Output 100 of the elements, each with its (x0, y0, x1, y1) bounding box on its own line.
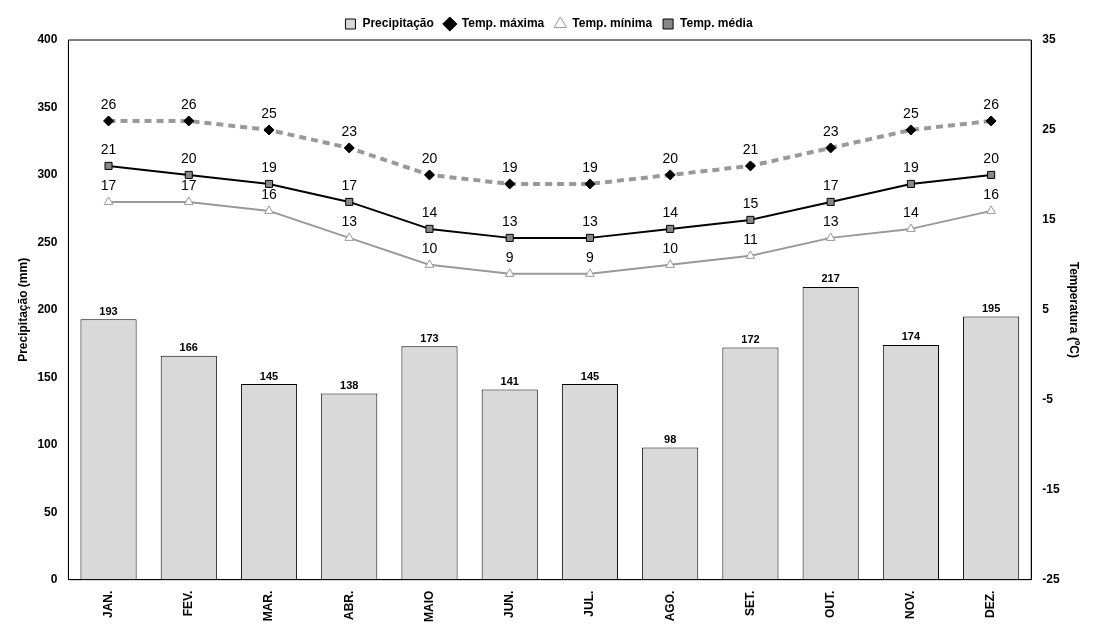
data-label: 21 (100, 140, 117, 157)
y2-tick-label: 35 (1042, 32, 1056, 47)
point (746, 215, 755, 224)
data-label: 10 (421, 239, 438, 256)
point (184, 170, 193, 179)
y-tick-label: 400 (37, 32, 58, 47)
data-label: 17 (341, 176, 358, 193)
data-label: 16 (983, 185, 1000, 202)
point (745, 250, 756, 259)
data-label: 20 (983, 149, 1000, 166)
data-label: 25 (903, 104, 919, 121)
point (103, 196, 114, 205)
data-label: 10 (662, 239, 679, 256)
y2-tick-label: 5 (1042, 302, 1050, 317)
data-label: 26 (180, 95, 197, 112)
y2-tick-label: -15 (1042, 482, 1060, 497)
point (183, 196, 194, 205)
point (264, 179, 274, 188)
data-label: 19 (903, 158, 919, 175)
y-tick-label: 0 (50, 571, 58, 586)
data-label: 17 (100, 176, 117, 193)
point (826, 197, 835, 206)
data-label: 14 (903, 203, 919, 220)
y2-axis-title: Temperatura (ºC) (1067, 261, 1082, 358)
point (906, 223, 916, 232)
y-axis-title: Precipitação (mm) (15, 257, 30, 362)
data-label: 14 (421, 203, 438, 220)
data-label: 19 (261, 158, 278, 175)
x-tick-label: OUT. (822, 590, 837, 619)
x-tick-label: AGO. (662, 590, 677, 622)
legend-label: Temp. mínima (572, 16, 653, 31)
data-label: 193 (99, 304, 118, 317)
data-label: 16 (261, 185, 278, 202)
data-label: 9 (505, 248, 514, 265)
point (665, 259, 676, 268)
point (264, 205, 274, 214)
data-label: 26 (983, 95, 1000, 112)
point (424, 259, 435, 268)
data-label: 26 (100, 95, 117, 112)
x-tick-label: SET. (742, 590, 757, 617)
data-label: 17 (180, 176, 197, 193)
data-label: 98 (664, 432, 677, 445)
data-label: 145 (580, 369, 600, 382)
x-tick-label: DEZ. (983, 590, 998, 619)
data-label: 13 (501, 212, 518, 229)
data-label: 145 (259, 369, 279, 382)
y-tick-label: 150 (37, 369, 58, 384)
data-label: 9 (586, 248, 595, 265)
point (666, 224, 675, 233)
data-label: 20 (662, 149, 679, 166)
point (585, 268, 595, 277)
point (104, 161, 113, 170)
data-label: 14 (662, 203, 679, 220)
data-label: 173 (420, 331, 439, 344)
point (345, 197, 354, 206)
point (504, 268, 515, 277)
x-tick-label: JUL. (582, 590, 597, 617)
y2-tick-label: -5 (1042, 392, 1054, 407)
x-tick-label: NOV. (903, 590, 918, 619)
data-label: 174 (901, 330, 921, 343)
x-tick-label: ABR. (341, 590, 356, 621)
data-label: 17 (822, 176, 839, 193)
point (825, 232, 836, 241)
y-tick-label: 300 (37, 167, 58, 182)
legend-label: Temp. máxima (461, 16, 545, 31)
point (906, 179, 915, 188)
x-tick-label: MAIO (421, 590, 436, 623)
x-tick-label: JAN. (100, 590, 115, 619)
data-label: 13 (341, 212, 358, 229)
point (425, 224, 434, 233)
x-tick-label: FEV. (181, 590, 196, 617)
point (986, 205, 996, 214)
y-tick-label: 350 (37, 99, 58, 114)
data-label: 23 (341, 122, 358, 139)
data-label: 138 (340, 379, 359, 392)
data-label: 166 (179, 341, 198, 354)
data-label: 172 (741, 333, 760, 346)
y-tick-label: 200 (37, 302, 58, 317)
y2-tick-label: 25 (1042, 122, 1056, 137)
point (344, 232, 355, 241)
data-label: 20 (180, 149, 197, 166)
data-label: 15 (742, 194, 759, 211)
data-label: 19 (501, 158, 518, 175)
data-label: 13 (582, 212, 598, 229)
y2-tick-label: 15 (1042, 212, 1056, 227)
data-label: 19 (582, 158, 598, 175)
x-tick-label: JUN. (502, 590, 517, 619)
y2-tick-label: -25 (1042, 571, 1060, 586)
legend-label: Precipitação (362, 16, 434, 31)
y-tick-label: 100 (37, 437, 58, 452)
x-tick-label: MAR. (261, 590, 276, 622)
data-label: 20 (421, 149, 438, 166)
point (987, 170, 996, 179)
point (505, 233, 514, 242)
y-tick-label: 50 (44, 504, 58, 519)
data-label: 217 (821, 272, 840, 285)
data-label: 25 (261, 104, 278, 121)
y-tick-label: 250 (37, 234, 58, 249)
data-label: 141 (500, 374, 519, 387)
data-label: 21 (742, 140, 759, 157)
